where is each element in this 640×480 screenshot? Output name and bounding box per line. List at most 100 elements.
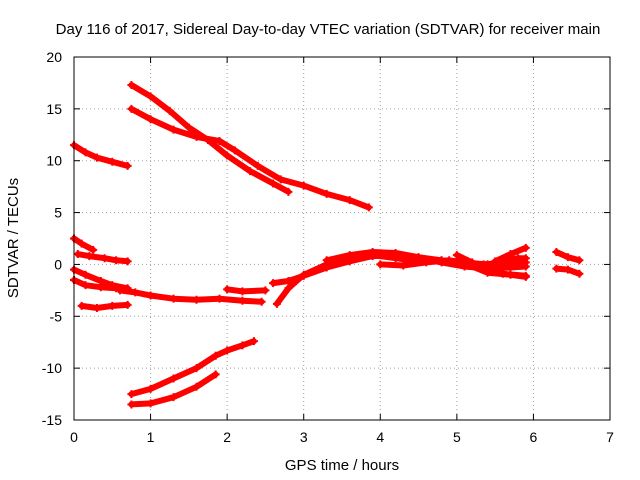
data-point (223, 285, 232, 294)
plot-frame (73, 56, 611, 421)
data-point (192, 364, 201, 373)
data-point (414, 253, 423, 262)
data-point (376, 260, 385, 269)
data-point (184, 123, 193, 132)
data-point (192, 295, 201, 304)
data-point (146, 399, 155, 408)
data-point (575, 269, 584, 278)
data-point (364, 203, 373, 212)
data-point (468, 258, 477, 267)
data-point (368, 247, 377, 256)
data-point (238, 296, 247, 305)
data-point (215, 137, 224, 146)
series-arc-3 (73, 250, 132, 266)
data-point (322, 189, 331, 198)
data-point (483, 264, 492, 273)
data-point (165, 106, 174, 115)
data-point (100, 254, 109, 263)
data-point (391, 249, 400, 258)
data-point (77, 239, 86, 248)
data-point (422, 258, 431, 267)
data-point (85, 252, 94, 261)
x-tick-label: 2 (223, 429, 231, 445)
y-tick-label: 15 (46, 101, 62, 117)
data-point (261, 286, 270, 295)
data-point (299, 181, 308, 190)
data-point (211, 351, 220, 360)
data-point (115, 286, 124, 295)
data-point (272, 299, 281, 308)
data-point (249, 337, 258, 346)
y-tick-label: 10 (46, 153, 62, 169)
y-tick-label: 0 (54, 256, 62, 272)
y-tick-label: 20 (46, 49, 62, 65)
data-point (491, 257, 500, 266)
data-point (127, 104, 136, 113)
data-point (521, 243, 530, 252)
data-point (223, 151, 232, 160)
data-point (127, 81, 136, 90)
series-arc-20 (552, 264, 584, 278)
y-tick-label: -5 (50, 308, 63, 324)
data-point (131, 288, 140, 297)
data-point (445, 256, 454, 265)
data-point (284, 187, 293, 196)
data-point (345, 196, 354, 205)
series-line (128, 105, 372, 211)
x-axis-title: GPS time / hours (285, 457, 399, 474)
series-line (78, 301, 131, 311)
data-point (552, 264, 561, 273)
y-tick-label: -15 (42, 412, 62, 428)
data-point (552, 247, 561, 256)
data-point (452, 251, 461, 260)
x-tick-label: 6 (530, 429, 538, 445)
data-point (96, 283, 105, 292)
data-point (575, 256, 584, 265)
series-arc-12 (127, 104, 373, 212)
data-point (257, 297, 266, 306)
series-arc-17 (452, 251, 530, 280)
data-point (108, 301, 117, 310)
data-point (230, 146, 239, 155)
data-point (92, 303, 101, 312)
y-tick-label: -10 (42, 360, 62, 376)
series-arc-9 (127, 337, 258, 399)
data-point (192, 132, 201, 141)
series-arc-7 (115, 286, 266, 306)
series-arc-14 (272, 251, 530, 308)
data-point (269, 179, 278, 188)
data-point (123, 161, 132, 170)
series-layer (70, 81, 584, 409)
x-tick-label: 0 (70, 429, 78, 445)
data-point (127, 400, 136, 409)
data-point (192, 382, 201, 391)
data-point (238, 287, 247, 296)
data-point (146, 115, 155, 124)
series-arc-8 (223, 285, 270, 296)
data-point (73, 250, 82, 259)
data-point (169, 374, 178, 383)
data-point (169, 125, 178, 134)
data-point (146, 291, 155, 300)
data-point (269, 279, 278, 288)
data-point (89, 245, 98, 254)
y-axis-title: SDTVAR / TECUs (5, 178, 22, 298)
data-point (81, 281, 90, 290)
data-point (246, 167, 255, 176)
x-tick-label: 5 (453, 429, 461, 445)
data-point (81, 148, 90, 157)
series-arc-18 (491, 243, 530, 266)
data-point (123, 300, 132, 309)
data-point (215, 294, 224, 303)
data-point (563, 265, 572, 274)
data-point (108, 157, 117, 166)
data-point (253, 161, 262, 170)
x-tick-label: 4 (376, 429, 384, 445)
data-point (238, 341, 247, 350)
data-point (211, 370, 220, 379)
data-point (521, 271, 530, 280)
tick-layer: 0 1 2 3 4 5 6 7 -15 -10 -5 0 5 10 15 20 (42, 49, 614, 445)
data-point (521, 258, 530, 267)
data-point (276, 175, 285, 184)
